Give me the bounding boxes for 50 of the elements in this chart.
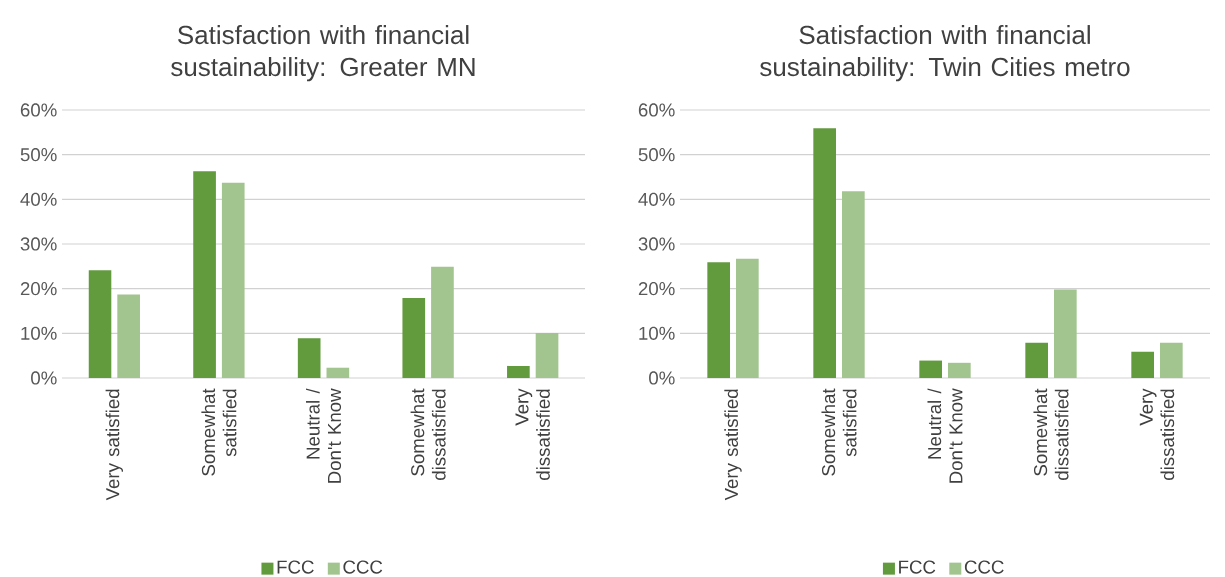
x-tick-label: Somewhat dissatisfied	[410, 388, 446, 480]
bar	[919, 360, 942, 378]
chart-title: Satisfaction with financial sustainability: Twin Cities metro	[760, 25, 1130, 82]
bar	[1054, 289, 1077, 378]
legend-label: FCC	[899, 560, 936, 574]
bar	[117, 294, 140, 378]
y-tick-label: 20%	[20, 282, 57, 296]
bar	[193, 171, 216, 378]
bar	[402, 298, 426, 378]
y-tick-label: 40%	[638, 192, 675, 206]
bar	[842, 191, 865, 378]
legend-label: CCC	[964, 560, 1004, 574]
bar	[297, 338, 321, 378]
bar	[221, 182, 245, 378]
y-tick-label: 20%	[638, 282, 675, 296]
bar	[813, 128, 836, 378]
x-tick-label: Very satisfied	[724, 389, 742, 501]
bar	[431, 266, 454, 378]
bar	[1131, 351, 1154, 378]
bar	[326, 367, 350, 378]
bar	[1160, 342, 1183, 378]
bar	[1025, 342, 1048, 378]
x-tick-label: Very dissatisfied	[1139, 388, 1175, 480]
bar	[535, 332, 559, 378]
y-tick-label: 50%	[20, 148, 57, 162]
x-tick-label: Somewhat dissatisfied	[1033, 388, 1069, 480]
y-tick-label: 30%	[20, 237, 57, 251]
y-tick-label: 50%	[638, 148, 675, 162]
x-tick-label: Neutral / Don't Know	[927, 388, 963, 483]
bar	[707, 262, 730, 378]
bar	[88, 270, 112, 378]
legend-label: CCC	[343, 560, 383, 574]
bar	[948, 362, 971, 378]
y-tick-label: 0%	[31, 371, 57, 385]
y-tick-label: 0%	[649, 371, 675, 385]
y-tick-label: 40%	[20, 192, 57, 206]
bar	[736, 258, 759, 378]
x-tick-label: Very dissatisfied	[515, 388, 550, 480]
legend-label: FCC	[277, 560, 314, 574]
y-tick-label: 10%	[639, 326, 675, 340]
y-tick-label: 60%	[20, 103, 57, 117]
y-tick-label: 10%	[21, 326, 57, 340]
bar	[507, 365, 530, 378]
x-tick-label: Somewhat satisfied	[821, 388, 857, 476]
y-tick-label: 60%	[638, 103, 675, 117]
y-tick-label: 30%	[638, 237, 675, 251]
x-tick-label: Somewhat satisfied	[201, 388, 237, 476]
x-tick-label: Very satisfied	[105, 389, 123, 501]
x-tick-label: Neutral / Don't Know	[305, 388, 342, 483]
chart-title: Satisfaction with financial sustainability: Greater MN	[171, 25, 475, 82]
